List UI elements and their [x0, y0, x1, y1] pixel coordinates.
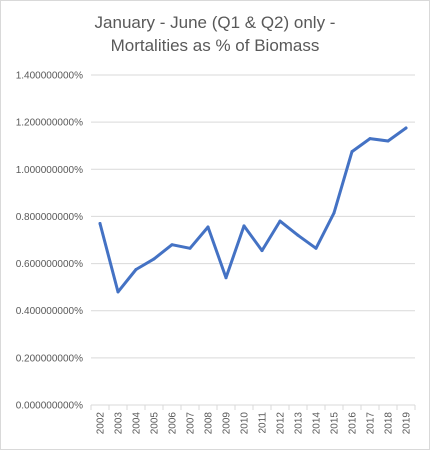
- x-tick-label: 2004: [132, 412, 143, 435]
- x-tick-label: 2008: [204, 412, 215, 435]
- x-tick-label: 2016: [348, 412, 359, 435]
- data-point: [314, 246, 318, 250]
- y-tick-label: 1.400000000%: [16, 71, 83, 82]
- chart-title-line-1: January - June (Q1 & Q2) only -: [94, 13, 336, 32]
- chart-title: January - June (Q1 & Q2) only - Mortalit…: [1, 11, 429, 57]
- data-point: [296, 233, 300, 237]
- x-tick-label: 2006: [168, 412, 179, 435]
- x-tick-label: 2017: [366, 412, 377, 435]
- y-tick-label: 0.200000000%: [16, 353, 83, 364]
- data-point: [386, 139, 390, 143]
- data-point: [152, 257, 156, 261]
- x-tick-label: 2011: [258, 412, 269, 434]
- x-tick-label: 2018: [384, 412, 395, 435]
- data-point: [188, 246, 192, 250]
- data-point: [368, 137, 372, 141]
- chart-title-line-2: Mortalities as % of Biomass: [110, 36, 320, 55]
- data-point: [206, 225, 210, 229]
- data-point: [134, 267, 138, 271]
- data-point: [242, 224, 246, 228]
- y-tick-label: 0.600000000%: [16, 259, 83, 270]
- x-tick-label: 2007: [186, 412, 197, 435]
- x-tick-label: 2002: [96, 412, 107, 435]
- data-point: [350, 150, 354, 154]
- data-point: [332, 211, 336, 215]
- x-tick-label: 2005: [150, 412, 161, 435]
- x-tick-label: 2003: [114, 412, 125, 435]
- y-tick-label: 0.000000000%: [16, 401, 83, 412]
- data-point: [224, 276, 228, 280]
- data-point: [278, 219, 282, 223]
- data-point: [260, 249, 264, 253]
- x-tick-label: 2012: [276, 412, 287, 435]
- x-tick-label: 2009: [222, 412, 233, 435]
- x-tick-label: 2014: [312, 412, 323, 435]
- y-tick-label: 1.000000000%: [16, 165, 83, 176]
- y-tick-label: 0.400000000%: [16, 306, 83, 317]
- y-tick-label: 0.800000000%: [16, 212, 83, 223]
- series-line: [98, 126, 408, 294]
- data-point: [98, 222, 102, 225]
- x-tick-label: 2015: [330, 412, 341, 435]
- data-point: [170, 243, 174, 247]
- y-tick-label: 1.200000000%: [16, 118, 83, 129]
- x-tick-label: 2019: [402, 412, 413, 435]
- x-tick-label: 2010: [240, 412, 251, 435]
- x-tick-label: 2013: [294, 412, 305, 435]
- data-point: [404, 126, 408, 130]
- data-point: [116, 290, 120, 294]
